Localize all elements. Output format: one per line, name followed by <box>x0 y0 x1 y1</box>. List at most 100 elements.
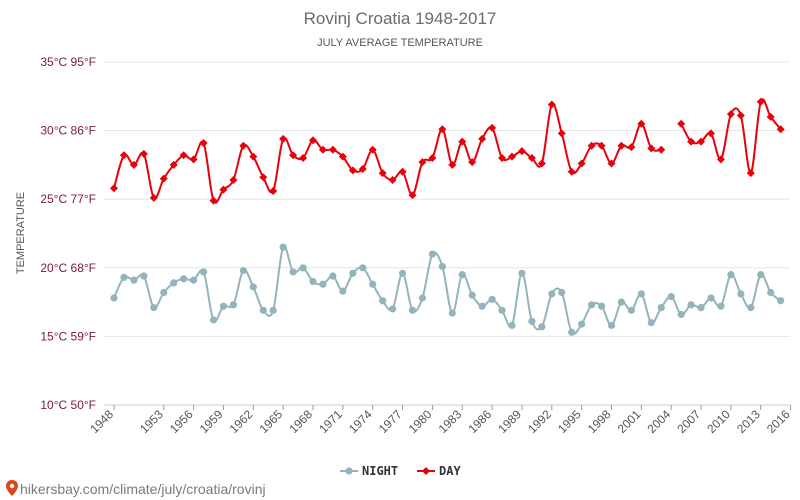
data-point-night[interactable] <box>647 319 655 327</box>
data-point-night[interactable] <box>518 269 526 277</box>
data-point-night[interactable] <box>289 268 297 276</box>
data-point-day[interactable] <box>736 111 745 120</box>
data-point-night[interactable] <box>597 302 606 310</box>
data-point-night[interactable] <box>707 294 715 302</box>
data-point-day[interactable] <box>249 152 258 161</box>
data-point-night[interactable] <box>468 291 476 299</box>
legend[interactable]: NIGHT DAY <box>340 464 461 478</box>
data-point-day[interactable] <box>119 151 128 160</box>
data-point-night[interactable] <box>319 280 327 288</box>
data-point-day[interactable] <box>488 123 497 132</box>
data-point-night[interactable] <box>627 306 636 314</box>
data-point-night[interactable] <box>379 297 387 305</box>
watermark[interactable]: hikersbay.com/climate/july/croatia/rovin… <box>6 480 266 497</box>
data-point-day[interactable] <box>129 160 138 169</box>
data-point-day[interactable] <box>408 191 417 200</box>
data-point-night[interactable] <box>249 283 257 291</box>
data-point-night[interactable] <box>259 306 267 314</box>
data-point-day[interactable] <box>149 193 158 202</box>
data-point-night[interactable] <box>329 272 337 280</box>
data-point-day[interactable] <box>299 154 308 163</box>
data-point-day[interactable] <box>309 136 317 145</box>
data-point-night[interactable] <box>219 302 228 310</box>
data-point-night[interactable] <box>428 250 436 258</box>
data-point-day[interactable] <box>189 155 198 164</box>
data-point-night[interactable] <box>398 269 407 277</box>
data-point-day[interactable] <box>318 145 327 154</box>
data-point-day[interactable] <box>289 151 298 160</box>
data-point-night[interactable] <box>309 277 317 286</box>
data-point-day[interactable] <box>378 169 387 178</box>
data-point-night[interactable] <box>170 279 178 287</box>
data-point-day[interactable] <box>358 165 367 174</box>
data-point-night[interactable] <box>120 273 128 282</box>
data-point-day[interactable] <box>746 169 755 178</box>
data-point-night[interactable] <box>339 287 347 295</box>
data-point-day[interactable] <box>179 151 188 160</box>
data-point-night[interactable] <box>349 269 357 277</box>
data-point-day[interactable] <box>478 134 487 143</box>
data-point-night[interactable] <box>209 316 218 324</box>
data-point-day[interactable] <box>458 137 467 146</box>
data-point-night[interactable] <box>140 272 148 280</box>
data-point-night[interactable] <box>359 264 367 272</box>
data-point-night[interactable] <box>657 303 665 312</box>
data-point-day[interactable] <box>139 149 148 158</box>
data-point-night[interactable] <box>558 288 566 297</box>
data-point-night[interactable] <box>130 276 138 284</box>
data-point-night[interactable] <box>667 293 675 301</box>
data-point-night[interactable] <box>199 268 208 276</box>
data-point-day[interactable] <box>716 155 725 164</box>
data-point-day[interactable] <box>159 174 168 183</box>
data-point-night[interactable] <box>150 303 158 312</box>
data-point-day[interactable] <box>776 125 785 134</box>
data-point-day[interactable] <box>348 166 357 175</box>
data-point-day[interactable] <box>468 158 477 167</box>
data-point-night[interactable] <box>607 321 616 330</box>
data-point-night[interactable] <box>747 303 755 312</box>
data-point-day[interactable] <box>209 196 218 205</box>
data-point-day[interactable] <box>279 134 288 143</box>
data-point-night[interactable] <box>239 266 247 275</box>
data-point-day[interactable] <box>259 173 268 182</box>
data-point-day[interactable] <box>448 160 457 169</box>
data-point-day[interactable] <box>269 186 278 195</box>
data-point-night[interactable] <box>478 302 486 310</box>
data-point-night[interactable] <box>448 309 456 317</box>
data-point-night[interactable] <box>180 275 188 283</box>
data-point-night[interactable] <box>190 276 198 284</box>
data-point-day[interactable] <box>647 144 656 153</box>
data-point-day[interactable] <box>229 175 238 184</box>
data-point-day[interactable] <box>110 184 118 193</box>
data-point-night[interactable] <box>578 320 586 328</box>
data-point-night[interactable] <box>737 290 745 298</box>
data-point-day[interactable] <box>557 129 566 138</box>
data-point-night[interactable] <box>160 288 168 297</box>
data-point-day[interactable] <box>657 145 666 154</box>
legend-item-night[interactable]: NIGHT <box>340 464 398 478</box>
legend-item-day[interactable]: DAY <box>417 464 461 478</box>
data-point-day[interactable] <box>567 167 576 176</box>
data-point-day[interactable] <box>328 145 337 154</box>
watermark-link[interactable]: hikersbay.com/climate/july/croatia/rovin… <box>20 481 266 497</box>
data-point-night[interactable] <box>229 301 237 309</box>
data-point-day[interactable] <box>766 112 775 121</box>
data-point-day[interactable] <box>537 159 546 168</box>
data-point-day[interactable] <box>418 158 427 167</box>
data-point-night[interactable] <box>777 297 785 305</box>
data-point-night[interactable] <box>538 323 546 331</box>
data-point-night[interactable] <box>488 295 496 303</box>
data-point-day[interactable] <box>756 97 765 106</box>
data-point-night[interactable] <box>279 243 287 251</box>
data-point-night[interactable] <box>418 294 427 302</box>
data-point-day[interactable] <box>627 143 636 152</box>
data-point-night[interactable] <box>438 262 446 271</box>
data-point-day[interactable] <box>368 145 377 154</box>
data-point-night[interactable] <box>588 301 596 309</box>
data-point-night[interactable] <box>408 306 417 314</box>
data-point-day[interactable] <box>607 159 616 168</box>
data-point-night[interactable] <box>637 290 645 298</box>
data-point-day[interactable] <box>438 125 447 134</box>
data-point-day[interactable] <box>597 141 606 150</box>
data-point-night[interactable] <box>369 280 377 288</box>
